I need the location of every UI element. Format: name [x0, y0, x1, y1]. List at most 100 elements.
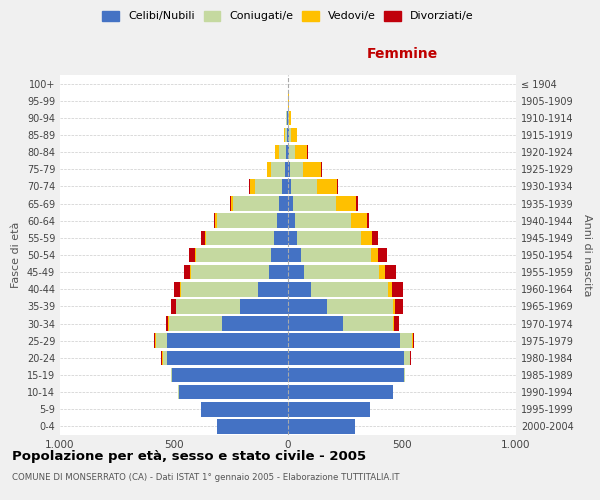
Bar	[154, 334, 155, 348]
Bar	[293, 196, 336, 211]
Bar	[286, 110, 287, 125]
Bar	[378, 248, 387, 262]
Bar	[288, 385, 393, 400]
Bar	[172, 368, 288, 382]
Bar	[336, 196, 356, 211]
Bar	[279, 145, 286, 160]
Bar	[275, 145, 279, 160]
Bar	[191, 265, 269, 280]
Bar	[367, 214, 369, 228]
Bar	[297, 230, 361, 245]
Bar	[395, 299, 403, 314]
Bar	[393, 299, 395, 314]
Bar	[190, 265, 191, 280]
Bar	[404, 368, 406, 382]
Bar	[181, 282, 259, 296]
Bar	[289, 145, 295, 160]
Bar	[288, 282, 311, 296]
Bar	[284, 128, 285, 142]
Bar	[288, 196, 293, 211]
Bar	[327, 299, 393, 314]
Bar	[249, 179, 250, 194]
Bar	[287, 110, 288, 125]
Bar	[350, 214, 367, 228]
Bar	[321, 162, 322, 176]
Bar	[288, 419, 355, 434]
Bar	[289, 110, 291, 125]
Bar	[194, 248, 196, 262]
Bar	[410, 350, 411, 365]
Bar	[412, 334, 413, 348]
Bar	[317, 179, 337, 194]
Bar	[161, 350, 162, 365]
Bar	[277, 214, 288, 228]
Text: Popolazione per età, sesso e stato civile - 2005: Popolazione per età, sesso e stato civil…	[12, 450, 366, 463]
Bar	[356, 196, 358, 211]
Bar	[288, 179, 292, 194]
Bar	[233, 196, 279, 211]
Bar	[162, 350, 163, 365]
Bar	[343, 316, 393, 331]
Bar	[392, 282, 403, 296]
Bar	[289, 128, 292, 142]
Bar	[202, 230, 205, 245]
Bar	[288, 316, 343, 331]
Bar	[168, 316, 169, 331]
Bar	[279, 196, 288, 211]
Bar	[290, 162, 303, 176]
Bar	[271, 162, 284, 176]
Bar	[304, 265, 379, 280]
Bar	[311, 282, 388, 296]
Bar	[217, 214, 277, 228]
Bar	[413, 334, 414, 348]
Bar	[337, 179, 338, 194]
Bar	[288, 145, 289, 160]
Bar	[285, 128, 287, 142]
Bar	[283, 179, 288, 194]
Bar	[230, 196, 231, 211]
Bar	[393, 316, 394, 331]
Bar	[179, 385, 288, 400]
Bar	[170, 368, 172, 382]
Bar	[176, 299, 240, 314]
Bar	[286, 145, 288, 160]
Text: COMUNE DI MONSERRATO (CA) - Dati ISTAT 1° gennaio 2005 - Elaborazione TUTTITALIA: COMUNE DI MONSERRATO (CA) - Dati ISTAT 1…	[12, 472, 400, 482]
Bar	[288, 334, 400, 348]
Bar	[167, 350, 288, 365]
Bar	[292, 128, 297, 142]
Bar	[394, 316, 398, 331]
Bar	[379, 265, 385, 280]
Bar	[196, 248, 271, 262]
Bar	[288, 230, 297, 245]
Bar	[288, 350, 404, 365]
Text: Femmine: Femmine	[367, 46, 437, 60]
Bar	[274, 230, 288, 245]
Bar	[180, 282, 181, 296]
Bar	[169, 316, 222, 331]
Bar	[284, 162, 288, 176]
Bar	[303, 162, 321, 176]
Bar	[288, 299, 327, 314]
Bar	[259, 282, 288, 296]
Bar	[206, 230, 274, 245]
Bar	[231, 196, 233, 211]
Bar	[268, 162, 271, 176]
Bar	[184, 265, 190, 280]
Bar	[250, 179, 255, 194]
Bar	[388, 282, 392, 296]
Bar	[288, 368, 404, 382]
Bar	[287, 128, 288, 142]
Bar	[202, 402, 288, 416]
Bar	[301, 248, 371, 262]
Bar	[215, 214, 217, 228]
Bar	[167, 334, 288, 348]
Bar	[189, 248, 194, 262]
Bar	[240, 299, 288, 314]
Bar	[163, 350, 167, 365]
Bar	[271, 248, 288, 262]
Bar	[171, 299, 176, 314]
Bar	[269, 265, 288, 280]
Bar	[214, 214, 215, 228]
Bar	[155, 334, 156, 348]
Bar	[205, 230, 206, 245]
